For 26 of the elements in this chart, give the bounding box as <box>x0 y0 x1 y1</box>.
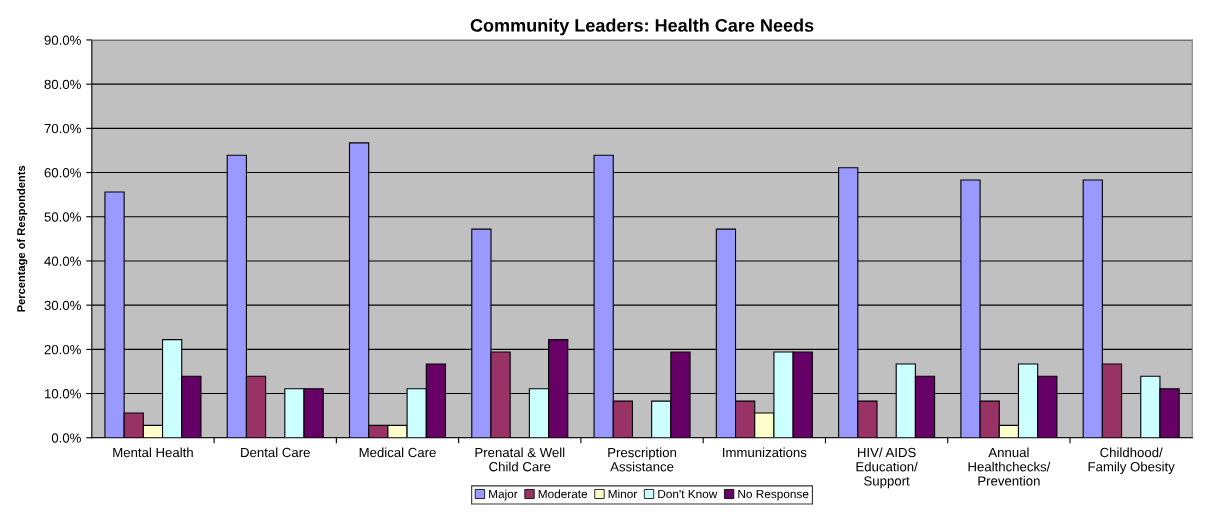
y-tick-label: 90.0% <box>44 35 81 45</box>
chart-title: Community Leaders: Health Care Needs <box>470 18 814 36</box>
y-tick-label: 80.0% <box>44 79 81 90</box>
x-tick-label: Mental Health <box>113 447 193 458</box>
y-tick-label: 30.0% <box>44 300 81 311</box>
y-axis-title: Percentage of Respondents <box>16 165 28 312</box>
legend-label: Moderate <box>538 489 588 499</box>
y-tick-label: 60.0% <box>44 168 81 178</box>
y-tick-label: 0.0% <box>51 433 81 443</box>
x-tick-label: Medical Care <box>359 447 436 458</box>
x-tick-label: Annual Healthchecks/ Prevention <box>968 447 1051 486</box>
y-tick-label: 70.0% <box>44 123 81 134</box>
legend-label: Minor <box>608 489 638 499</box>
x-tick-label: Immunizations <box>723 447 807 458</box>
legend-label: No Response <box>738 489 809 501</box>
x-tick-label: HIV/ AIDS Education/ Support <box>856 447 918 489</box>
y-tick-label: 10.0% <box>44 389 81 399</box>
x-tick-label: Prenatal & Well Child Care <box>475 447 565 472</box>
y-tick-label: 50.0% <box>44 212 81 222</box>
legend-label: Major <box>489 489 518 501</box>
x-tick-label: Childhood/ Family Obesity <box>1088 447 1175 474</box>
x-tick-label: Prescription Assistance <box>608 447 677 472</box>
legend-label: Don't Know <box>658 489 718 499</box>
y-tick-label: 20.0% <box>44 344 81 355</box>
y-tick-label: 40.0% <box>44 256 81 266</box>
x-tick-label: Dental Care <box>241 447 310 458</box>
